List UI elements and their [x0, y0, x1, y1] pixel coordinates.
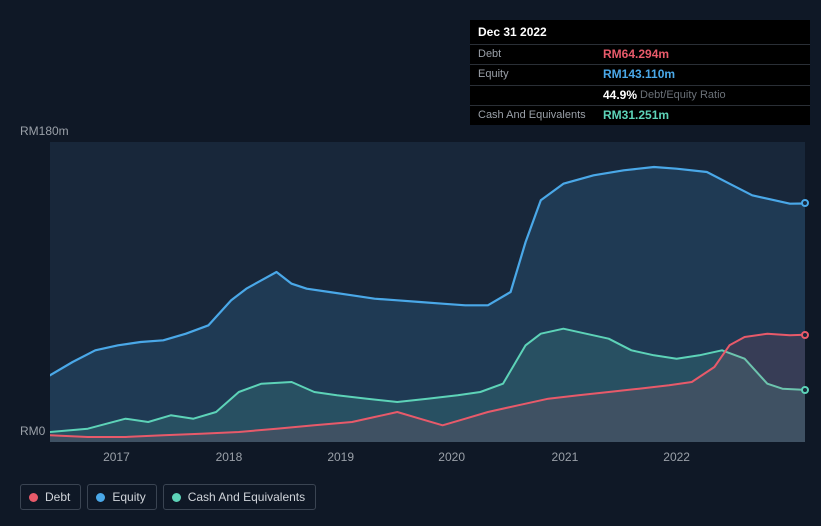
tooltip-row-label: Cash And Equivalents	[478, 109, 603, 122]
tooltip-row-value: RM31.251m	[603, 109, 669, 122]
tooltip-row-label: Debt	[478, 48, 603, 61]
legend-swatch-icon	[96, 493, 105, 502]
tooltip-row-label: Equity	[478, 68, 603, 81]
legend-item-label: Equity	[112, 490, 145, 504]
tooltip-row: 44.9%Debt/Equity Ratio	[470, 85, 810, 105]
tooltip-row: Cash And EquivalentsRM31.251m	[470, 105, 810, 125]
chart-plot-area[interactable]	[50, 142, 805, 442]
series-end-marker	[801, 386, 809, 394]
legend-swatch-icon	[172, 493, 181, 502]
tooltip-row-value: 44.9%	[603, 89, 637, 102]
legend-item[interactable]: Equity	[87, 484, 156, 510]
x-axis-tick: 2020	[438, 450, 465, 464]
tooltip-row-label	[478, 89, 603, 102]
chart-legend: Debt Equity Cash And Equivalents	[20, 484, 316, 510]
x-axis-tick: 2018	[216, 450, 243, 464]
series-end-marker	[801, 199, 809, 207]
legend-swatch-icon	[29, 493, 38, 502]
tooltip-row: EquityRM143.110m	[470, 64, 810, 84]
x-axis-tick: 2019	[327, 450, 354, 464]
chart-tooltip: Dec 31 2022 DebtRM64.294mEquityRM143.110…	[470, 20, 810, 125]
tooltip-row-suffix: Debt/Equity Ratio	[640, 89, 726, 102]
x-axis: 2017 2018 2019 2020 2021 2022	[50, 450, 805, 470]
tooltip-row-value: RM64.294m	[603, 48, 669, 61]
series-end-marker	[801, 331, 809, 339]
legend-item[interactable]: Cash And Equivalents	[163, 484, 316, 510]
x-axis-tick: 2021	[552, 450, 579, 464]
legend-item-label: Cash And Equivalents	[188, 490, 305, 504]
tooltip-date: Dec 31 2022	[470, 20, 810, 44]
x-axis-tick: 2022	[663, 450, 690, 464]
chart-svg	[50, 142, 805, 442]
y-axis-max-label: RM180m	[20, 124, 69, 138]
y-axis-min-label: RM0	[20, 424, 45, 438]
legend-item-label: Debt	[45, 490, 70, 504]
tooltip-row: DebtRM64.294m	[470, 44, 810, 64]
legend-item[interactable]: Debt	[20, 484, 81, 510]
tooltip-row-value: RM143.110m	[603, 68, 675, 81]
x-axis-tick: 2017	[103, 450, 130, 464]
